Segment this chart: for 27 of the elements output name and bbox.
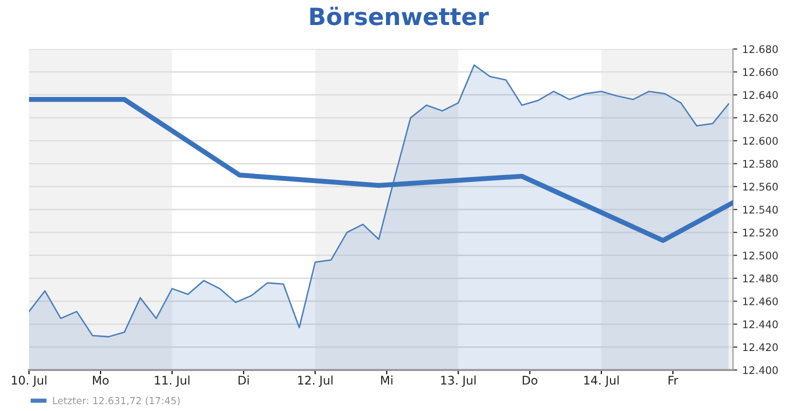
y-tick-label: 12.580 (743, 160, 778, 168)
x-tick-label: Do (522, 376, 538, 385)
x-tick-label: Fr (668, 376, 678, 385)
x-tick-label: 13. Jul (441, 376, 476, 387)
legend-label: Letzter: 12.631,72 (17:45) (53, 396, 180, 406)
y-tick-label: 12.680 (743, 45, 778, 54)
y-tick-label: 12.520 (743, 228, 778, 237)
y-tick-label: 12.480 (743, 274, 778, 282)
x-tick-label: 11. Jul (154, 376, 190, 387)
x-tick-label: 14. Jul (584, 376, 619, 387)
y-tick-label: 12.660 (743, 68, 778, 76)
y-tick-label: 12.540 (743, 206, 778, 214)
y-tick-label: 12.460 (743, 297, 778, 306)
y-tick-label: 12.560 (743, 182, 778, 191)
x-tick-label: Mo (92, 376, 109, 385)
y-tick-label: 12.420 (743, 343, 778, 352)
x-tick-label: 10. Jul (12, 376, 46, 387)
x-tick-label: 12. Jul (298, 376, 332, 387)
chart-title: Börsenwetter (310, 6, 489, 26)
y-tick-label: 12.600 (743, 136, 778, 145)
y-tick-label: 12.620 (743, 114, 778, 122)
y-tick-label: 12.640 (743, 91, 778, 99)
y-tick-label: 12.500 (743, 252, 778, 260)
x-tick-label: Di (238, 376, 249, 385)
y-tick-label: 12.440 (743, 320, 778, 328)
y-tick-label: 12.400 (743, 366, 778, 374)
x-tick-label: Mi (381, 376, 392, 385)
